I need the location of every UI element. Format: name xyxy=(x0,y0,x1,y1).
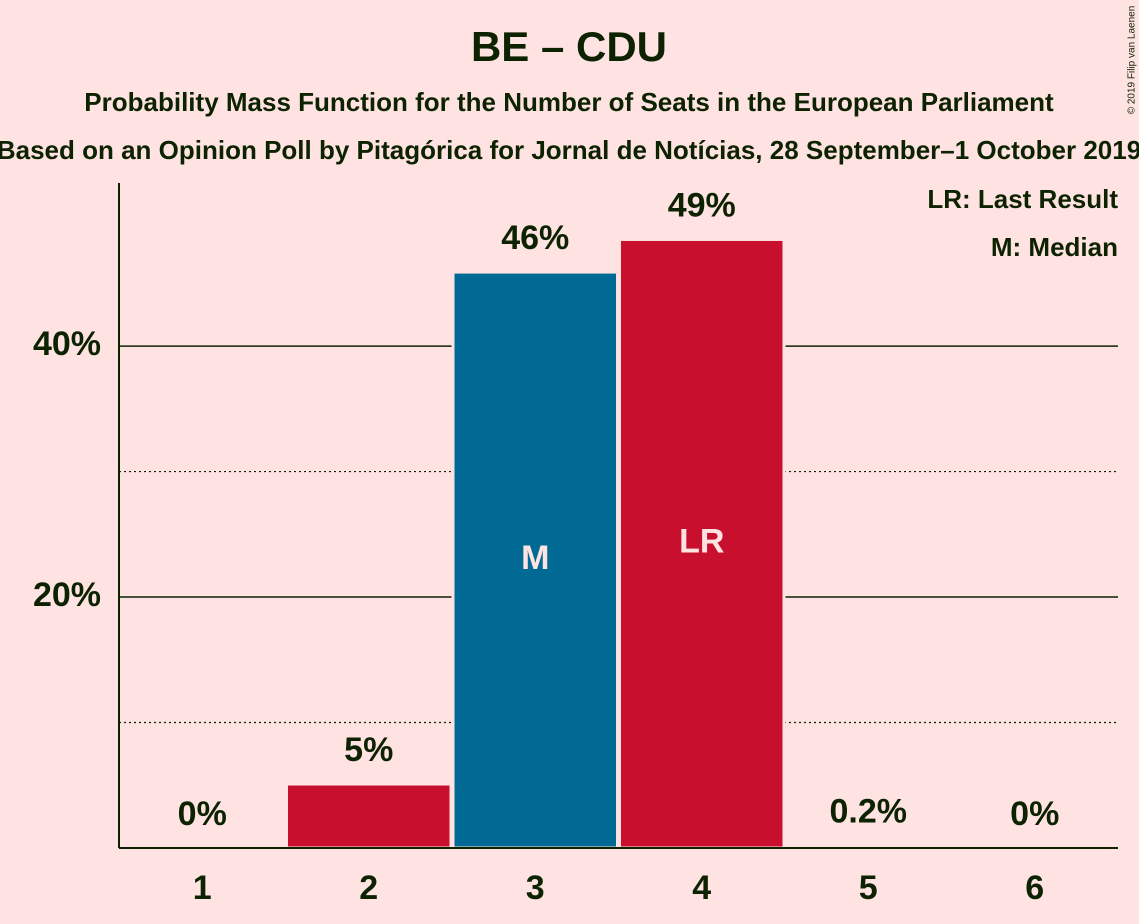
y-tick-label: 20% xyxy=(33,576,101,614)
value-label: 5% xyxy=(344,731,393,769)
chart-title: BE – CDU xyxy=(471,23,667,70)
bar xyxy=(451,270,619,850)
value-label: 0.2% xyxy=(830,792,908,830)
legend-entry: LR: Last Result xyxy=(927,184,1118,214)
bar-annotation: M xyxy=(521,539,549,577)
x-tick-label: 3 xyxy=(526,869,545,907)
copyright: © 2019 Filip van Laenen xyxy=(1127,6,1138,115)
bar-annotation: LR xyxy=(679,523,724,561)
x-tick-label: 1 xyxy=(193,869,212,907)
value-label: 0% xyxy=(1010,795,1059,833)
value-label: 46% xyxy=(501,219,569,257)
bar xyxy=(618,237,786,850)
value-label: 0% xyxy=(178,795,227,833)
x-tick-label: 4 xyxy=(692,869,711,907)
x-tick-label: 5 xyxy=(859,869,878,907)
value-label: 49% xyxy=(668,186,736,224)
chart-subtitle: Probability Mass Function for the Number… xyxy=(84,87,1054,117)
legend-entry: M: Median xyxy=(991,232,1118,262)
bar xyxy=(285,782,453,850)
x-tick-label: 6 xyxy=(1025,869,1044,907)
x-tick-label: 2 xyxy=(359,869,378,907)
chart-caption: Based on an Opinion Poll by Pitagórica f… xyxy=(0,135,1139,165)
y-tick-label: 40% xyxy=(33,325,101,363)
